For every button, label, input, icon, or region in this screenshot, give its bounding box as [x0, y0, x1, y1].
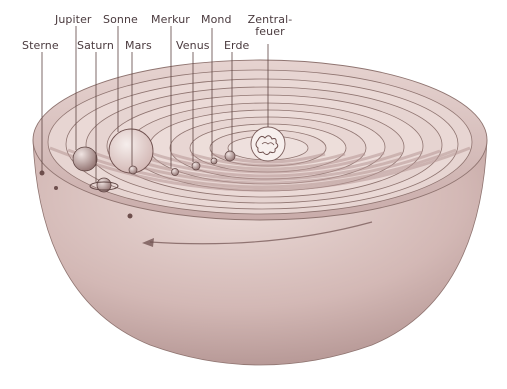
label-zentralfeuer-line2: feuer [255, 25, 285, 38]
merkur-body [171, 168, 179, 176]
jupiter-body [72, 146, 98, 172]
label-sonne: Sonne [103, 13, 138, 26]
label-erde: Erde [224, 39, 250, 52]
leader-lines [41, 26, 269, 182]
label-mond: Mond [201, 13, 232, 26]
mars-body [128, 165, 138, 175]
label-saturn: Saturn [77, 39, 114, 52]
rotation-arrow [142, 221, 373, 247]
label-merkur: Merkur [151, 13, 190, 26]
saturn-body [89, 177, 119, 193]
star-dot-3 [54, 186, 58, 190]
central-fire [250, 126, 286, 162]
label-mars: Mars [125, 39, 152, 52]
label-zentralfeuer-line1: Zentral- [247, 13, 293, 26]
label-sterne: Sterne [22, 39, 59, 52]
label-venus: Venus [176, 39, 210, 52]
venus-body [191, 161, 201, 171]
star-dot-1 [39, 170, 45, 176]
star-dot-2 [127, 213, 133, 219]
label-jupiter: Jupiter [55, 13, 92, 26]
planets [39, 128, 236, 219]
mond-body [210, 157, 218, 165]
erde-body [224, 150, 236, 162]
label-zentralfeuer: Zentral- feuer [245, 14, 295, 38]
